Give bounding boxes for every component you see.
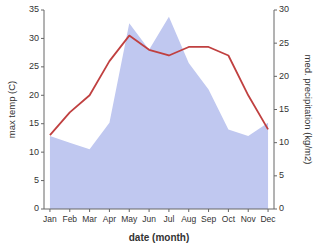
- y-tick-label: 10: [29, 147, 39, 157]
- x-axis-line: [44, 209, 274, 210]
- y-axis-line: [44, 10, 45, 209]
- x-tick-label: Apr: [103, 214, 116, 224]
- x-tick: [49, 209, 50, 212]
- x-tick: [208, 209, 209, 212]
- x-tick-label: Mar: [82, 214, 97, 224]
- x-tick: [69, 209, 70, 212]
- x-tick: [109, 209, 110, 212]
- y2-tick: [274, 10, 277, 11]
- plot-area: [50, 17, 268, 209]
- chart: 0 5 10 15 20 25 30 35 0 5 10 15 20 25 30 Jan Feb Mar Apr Ma…: [0, 0, 318, 247]
- y-tick: [41, 180, 44, 181]
- x-axis-label: date (month): [129, 232, 190, 243]
- y-tick-label: 25: [29, 61, 39, 71]
- y-tick: [41, 38, 44, 39]
- y-tick-label: 5: [34, 175, 39, 185]
- precipitation-area: [50, 17, 268, 209]
- x-tick-label: Aug: [181, 214, 196, 224]
- y2-tick-label: 0: [279, 203, 284, 213]
- y2-tick: [274, 209, 277, 210]
- y2-tick-label: 15: [279, 104, 289, 114]
- x-tick-label: Jul: [163, 214, 174, 224]
- y-tick: [41, 152, 44, 153]
- x-tick-label: Sep: [201, 214, 216, 224]
- page: {"chart_data": {"type": "line", "xlabel"…: [0, 0, 318, 247]
- y-tick-label: 35: [29, 4, 39, 14]
- y-tick-label: 30: [29, 33, 39, 43]
- x-tick: [188, 209, 189, 212]
- x-tick: [168, 209, 169, 212]
- y2-tick: [274, 43, 277, 44]
- y2-tick-label: 25: [279, 38, 289, 48]
- y2-tick: [274, 109, 277, 110]
- y-tick: [41, 95, 44, 96]
- x-tick-label: Jun: [142, 214, 156, 224]
- x-tick: [89, 209, 90, 212]
- x-tick-label: Jan: [43, 214, 57, 224]
- y2-tick: [274, 175, 277, 176]
- x-tick: [228, 209, 229, 212]
- y2-tick-label: 30: [279, 4, 289, 14]
- y-axis-label: max temp (C): [6, 81, 17, 139]
- x-tick: [149, 209, 150, 212]
- y2-axis-label: med. precipitation (kg/m2): [303, 55, 314, 165]
- y-tick-label: 0: [34, 203, 39, 213]
- x-tick-label: May: [121, 214, 138, 224]
- temperature-line: [50, 36, 268, 136]
- y2-tick-label: 20: [279, 71, 289, 81]
- x-tick: [268, 209, 269, 212]
- y-tick: [41, 123, 44, 124]
- y2-tick-label: 5: [279, 170, 284, 180]
- x-tick-label: Feb: [62, 214, 77, 224]
- x-tick-label: Nov: [241, 214, 257, 224]
- x-tick: [248, 209, 249, 212]
- y2-tick-label: 10: [279, 137, 289, 147]
- y-tick: [41, 66, 44, 67]
- y-tick-label: 20: [29, 90, 39, 100]
- y-tick: [41, 10, 44, 11]
- y2-tick: [274, 76, 277, 77]
- x-tick-label: Dec: [260, 214, 276, 224]
- y-tick-label: 15: [29, 118, 39, 128]
- y2-tick: [274, 142, 277, 143]
- x-tick: [129, 209, 130, 212]
- y-tick: [41, 209, 44, 210]
- x-tick-label: Oct: [222, 214, 236, 224]
